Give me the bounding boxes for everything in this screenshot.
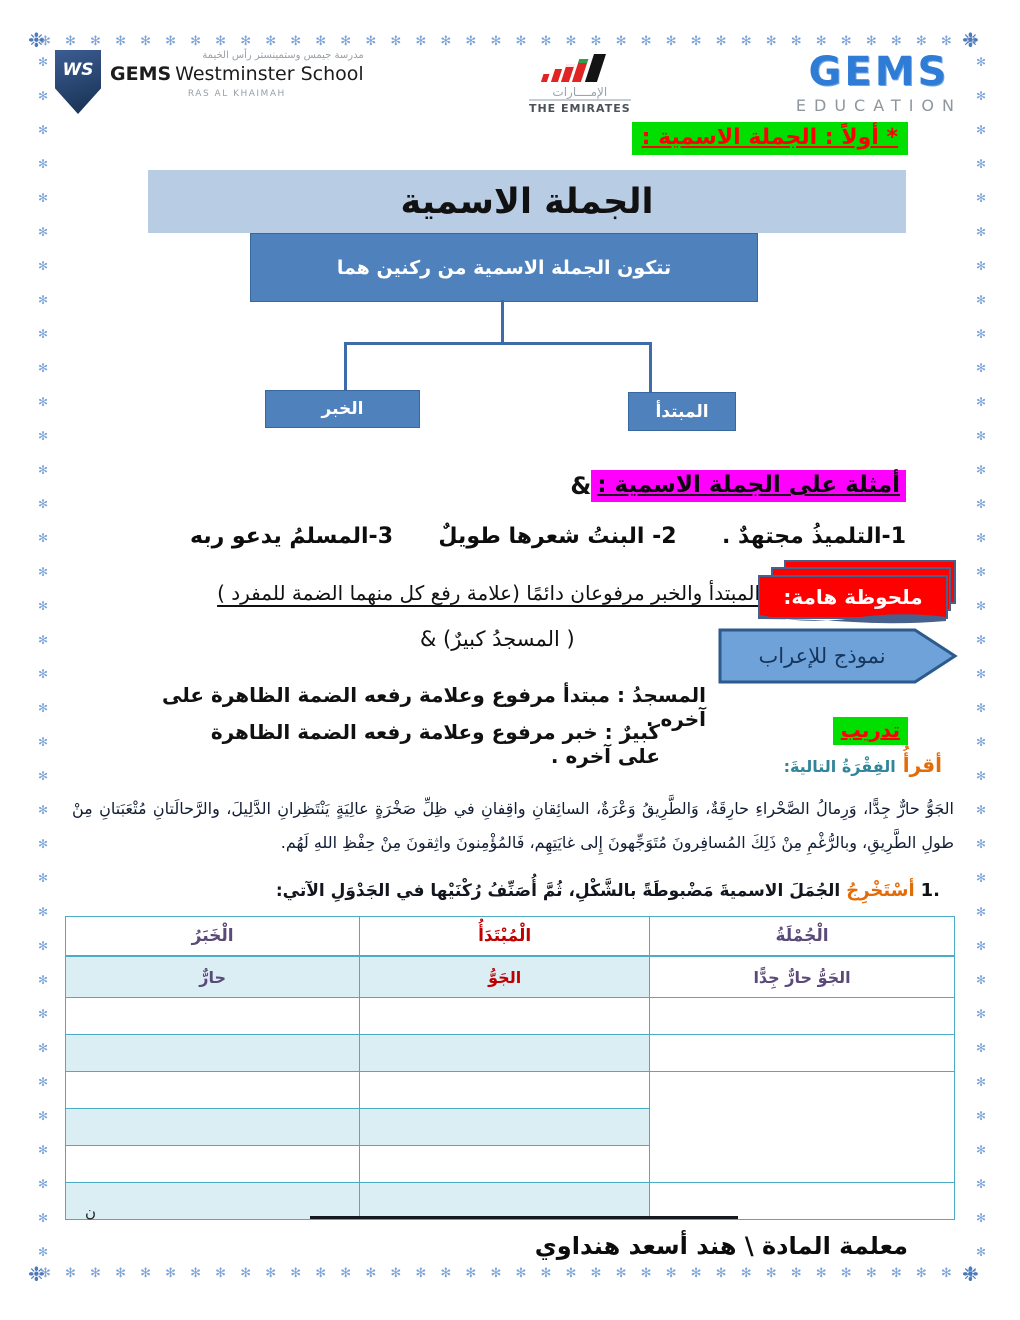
cell-mubtada (359, 1034, 651, 1072)
table-row: الجَوُّ حارٌّ جِدًّا الجَوُّ حارٌّ (64, 955, 955, 998)
example-item: 2- البنتُ شعرها طويلٌ (438, 524, 677, 549)
diagram-box-khabar: الخبر (265, 390, 420, 428)
irab-line-mubtada: المسجدُ : مبتدأ مرفوع وعلامة رفعه الضمة … (162, 683, 706, 731)
note-card-front: ملحوظة هامة: (758, 575, 948, 619)
header-khabar: الْخَبَرُ (64, 916, 361, 957)
stray-underline (310, 1216, 738, 1219)
diagram-root-box: تتكون الجملة الاسمية من ركنين هما (250, 233, 758, 302)
gems-education-logo: GEMS EDUCATION (796, 52, 962, 115)
reading-paragraph: الجَوُّ حارٌّ جِدًّا، وَرِمالُ الصَّحْرا… (72, 799, 954, 853)
cell-jumla (649, 1034, 955, 1072)
gems-brand: GEMS (808, 49, 950, 95)
read-rest: الفِقْرَةُ التاليةَ: (783, 757, 896, 776)
cell-jumla (649, 997, 955, 1035)
school-name: GEMS Westminster School (110, 63, 364, 87)
note-rule-text: المبتدأ والخبر مرفوعان دائمًا (علامة رفع… (217, 581, 760, 605)
header-jumla: الْجُمْلَةُ (649, 916, 955, 957)
note-example-sentence: & (المسجدُ كبيرٌ ) (420, 627, 575, 651)
read-instruction: أقرأُ الفِقْرَةُ التاليةَ: (784, 753, 942, 777)
examples-heading-text: أمثلة على الجملة الاسمية : (591, 470, 906, 502)
cell-mubtada (359, 997, 651, 1035)
question-verb: أسْتَخْرِجُ (846, 880, 915, 901)
westminster-school-logo: WS مدرسة جيمس وستمينستر رأس الخيمة GEMS W… (55, 50, 364, 114)
read-verb: أقرأُ (902, 753, 942, 777)
diagram-connector (501, 300, 504, 343)
question-number: 1. (920, 880, 940, 901)
example-item: 1-التلميذُ مجتهدٌ . (721, 524, 906, 549)
arrow-right-icon (718, 628, 958, 684)
cell-khabar (64, 1034, 361, 1072)
cell-mubtada (359, 1145, 651, 1183)
cell-khabar (64, 1071, 361, 1109)
cell-mubtada: الجَوُّ (359, 955, 651, 998)
cell-mubtada (359, 1108, 651, 1146)
emirates-arabic-label: الإمــــارات (552, 85, 608, 99)
table-row (64, 1145, 955, 1183)
table-header-row: الْجُمْلَةُ الْمُبْتَدَأُ الْخَبَرُ (64, 916, 955, 957)
examples-heading: أمثلة على الجملة الاسمية : & (570, 470, 906, 502)
answers-table: الْجُمْلَةُ الْمُبْتَدَأُ الْخَبَرُ الجَ… (64, 916, 955, 1220)
important-note-cards: ملحوظة هامة: (758, 560, 958, 624)
teacher-name: معلمة المادة \ هند أسعد هنداوي (534, 1232, 908, 1260)
table-row (64, 1108, 955, 1146)
ornament-corner-icon: ❉ (962, 1262, 979, 1286)
cell-khabar (64, 1108, 361, 1146)
school-shield-icon: WS (55, 50, 101, 114)
page-title: الجملة الاسمية (400, 181, 654, 222)
uae-flag-icon (540, 54, 606, 82)
cell-jumla (649, 1182, 955, 1220)
table-row (64, 1071, 955, 1183)
table-row (64, 997, 955, 1035)
ornament-corner-icon: ❉ (28, 1262, 45, 1286)
header-mubtada: الْمُبْتَدَأُ (359, 916, 651, 957)
cell-khabar: حارٌّ (64, 955, 361, 998)
diagram-connector (344, 342, 652, 345)
table-row (64, 1034, 955, 1072)
school-city: RAS AL KHAIMAH (187, 89, 286, 100)
cell-khabar (64, 1182, 361, 1220)
ornament-corner-icon: ❉ (28, 28, 45, 52)
question-text: الجُمَلَ الاسميةَ مَضْبوطَةً بالشَّكْلِ،… (275, 881, 841, 901)
section-heading-nominal-sentence: * أولاً : الجملة الاسمية : (631, 122, 908, 155)
ornament-border-top: ✻ ✻ ✻ ✻ ✻ ✻ ✻ ✻ ✻ ✻ ✻ ✻ ✻ ✻ ✻ ✻ ✻ ✻ ✻ ✻ … (40, 34, 980, 49)
ornament-corner-icon: ❉ (962, 28, 979, 52)
cell-jumla-merged (649, 1071, 955, 1183)
stray-letter-mark: ن (85, 1203, 97, 1221)
question-line: 1. أسْتَخْرِجُ الجُمَلَ الاسميةَ مَضْبوط… (276, 880, 940, 901)
title-band: الجملة الاسمية (148, 170, 906, 233)
ornament-border-left: ✻ ✻ ✻ ✻ ✻ ✻ ✻ ✻ ✻ ✻ ✻ ✻ ✻ ✻ ✻ ✻ ✻ ✻ ✻ ✻ … (30, 55, 50, 1265)
cell-khabar (64, 997, 361, 1035)
emirates-english-label: THE EMIRATES (528, 99, 631, 115)
table-row (64, 1182, 955, 1220)
diagram-box-mubtada: المبتدأ (628, 392, 736, 431)
ornament-border-right: ✻ ✻ ✻ ✻ ✻ ✻ ✻ ✻ ✻ ✻ ✻ ✻ ✻ ✻ ✻ ✻ ✻ ✻ ✻ ✻ … (968, 55, 988, 1265)
diagram-connector (649, 342, 652, 392)
school-title: Westminster School (175, 62, 364, 85)
school-name-arabic: مدرسة جيمس وستمينستر رأس الخيمة (202, 50, 364, 61)
irab-line-khabar: كبيرٌ : خبر مرفوع وعلامة رفعه الضمة الظا… (210, 720, 660, 768)
ornament-border-bottom: ✻ ✻ ✻ ✻ ✻ ✻ ✻ ✻ ✻ ✻ ✻ ✻ ✻ ✻ ✻ ✻ ✻ ✻ ✻ ✻ … (40, 1266, 980, 1281)
cell-mubtada (359, 1071, 651, 1109)
emirates-logo: الإمــــارات THE EMIRATES (528, 54, 631, 115)
diagram-connector (344, 342, 347, 390)
gems-education-label: EDUCATION (795, 96, 962, 115)
arrow-label: نموذج للإعراب (758, 644, 886, 668)
irab-model-arrow: نموذج للإعراب (718, 628, 958, 684)
exercise-heading: تدريب (832, 717, 908, 745)
cell-mubtada (359, 1182, 651, 1220)
example-item: 3-المسلمُ يدعو ربه (190, 524, 393, 549)
cell-khabar (64, 1145, 361, 1183)
note-card-wave (760, 614, 946, 624)
cell-jumla: الجَوُّ حارٌّ جِدًّا (649, 955, 955, 998)
page-header: WS مدرسة جيمس وستمينستر رأس الخيمة GEMS W… (55, 50, 962, 145)
examples-row: 1-التلميذُ مجتهدٌ . 2- البنتُ شعرها طويل… (190, 524, 906, 549)
ampersand-mark: & (570, 472, 592, 500)
school-brand: GEMS (110, 62, 172, 85)
